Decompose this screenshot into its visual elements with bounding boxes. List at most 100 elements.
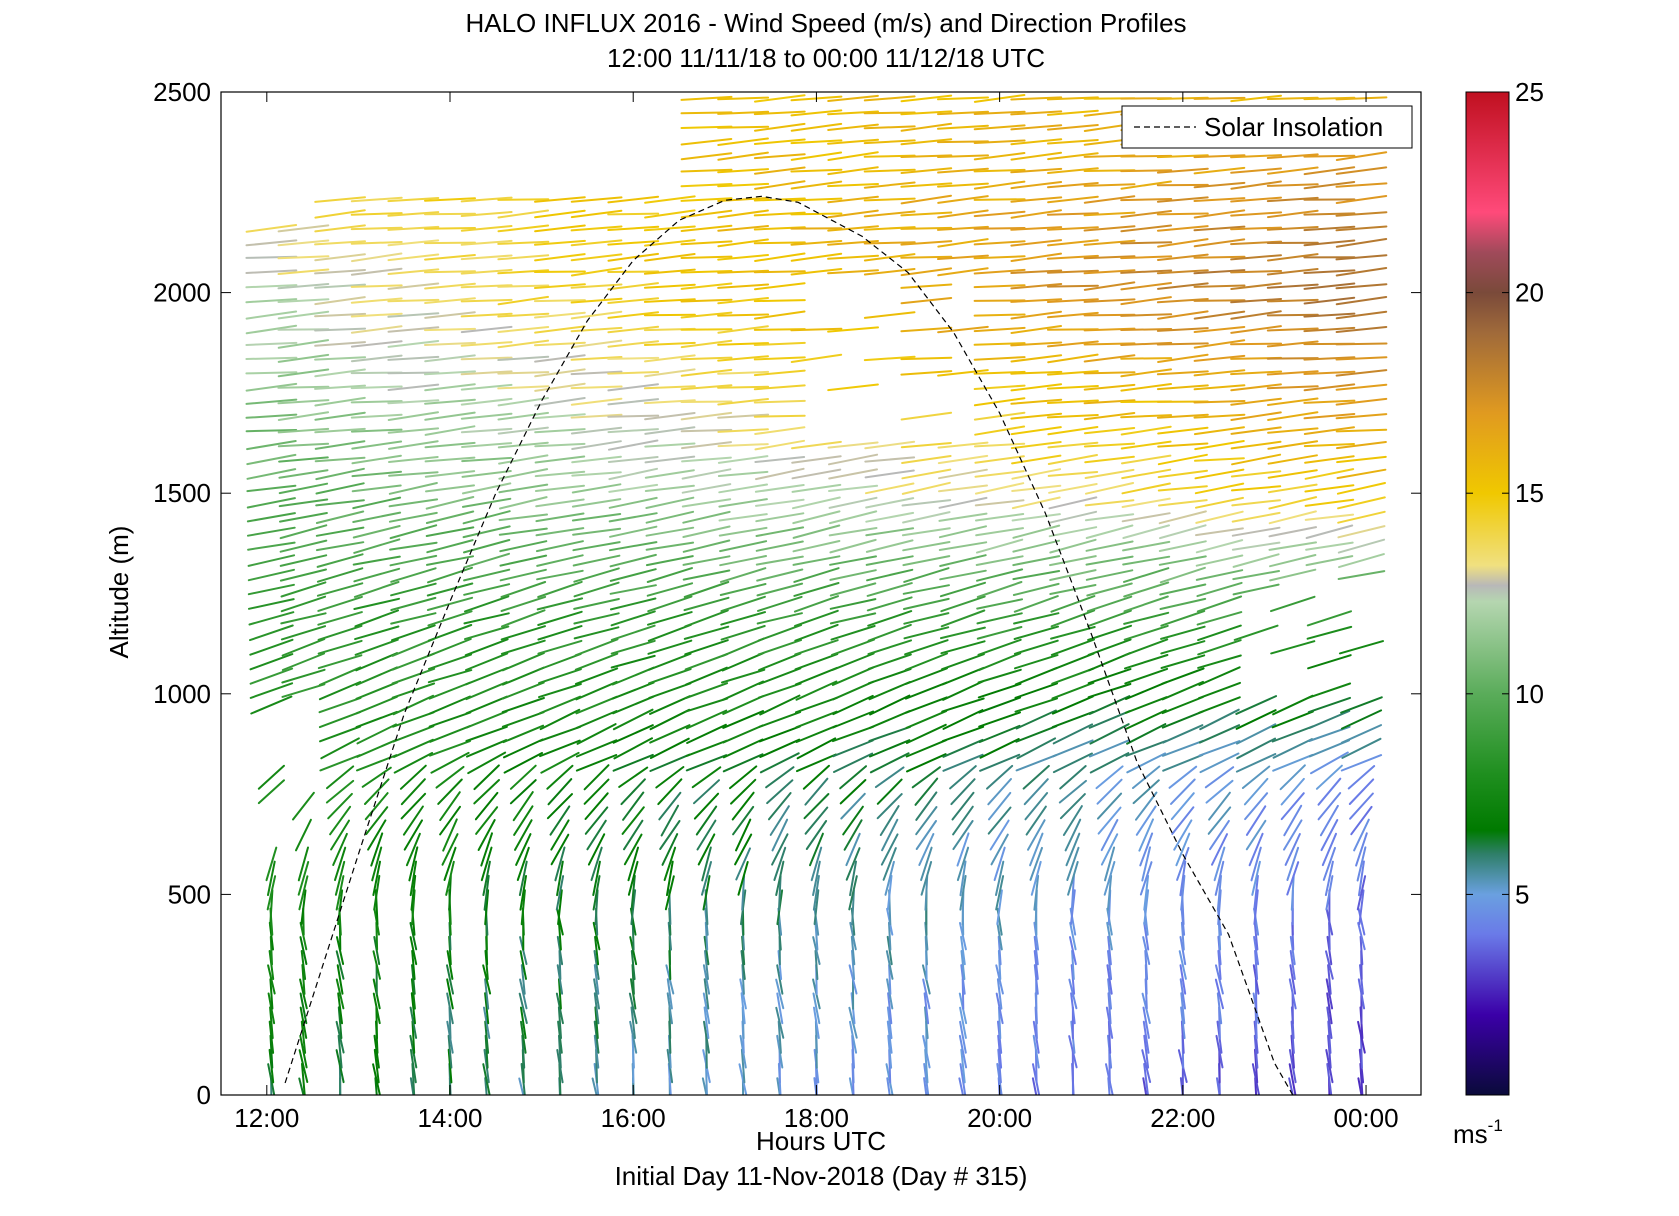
wind-vector — [1180, 1006, 1186, 1040]
wind-vector — [350, 413, 403, 419]
wind-vector — [1194, 457, 1245, 462]
wind-vector — [1158, 540, 1207, 552]
wind-vector — [937, 325, 989, 334]
wind-vector — [314, 440, 366, 450]
wind-vector — [795, 680, 838, 701]
wind-vector — [1052, 739, 1094, 758]
wind-vector — [355, 652, 399, 672]
wind-vector — [1159, 597, 1207, 610]
wind-vector — [1050, 595, 1096, 613]
wind-vector — [1088, 695, 1131, 715]
wind-vector — [607, 414, 660, 418]
wind-vector — [463, 612, 510, 625]
wind-vector — [696, 819, 717, 851]
wind-vector — [888, 921, 892, 951]
wind-vector — [1266, 370, 1319, 376]
wind-vector — [351, 440, 403, 450]
wind-vector — [1357, 922, 1366, 951]
wind-vector — [1123, 595, 1169, 613]
wind-vector — [1088, 652, 1132, 672]
wind-vector — [1279, 764, 1306, 791]
wind-vector — [1059, 765, 1087, 790]
wind-vector — [730, 778, 757, 805]
wind-vector — [644, 209, 696, 219]
wind-vector — [447, 1048, 453, 1084]
wind-vector — [387, 225, 440, 231]
wind-vector — [1230, 282, 1282, 290]
wind-vector — [1047, 454, 1098, 465]
wind-vector — [828, 468, 878, 480]
wind-vector — [693, 792, 720, 820]
wind-vector — [1267, 427, 1319, 434]
wind-vector — [865, 555, 914, 566]
wind-vector — [465, 681, 508, 701]
wind-vector — [1047, 109, 1099, 116]
wind-vector — [924, 1048, 929, 1084]
wind-vector — [277, 385, 330, 389]
wind-vector — [1015, 725, 1058, 743]
wind-vector — [1253, 921, 1259, 951]
wind-vector — [427, 653, 473, 670]
wind-vector — [1046, 284, 1099, 288]
wind-vector — [610, 624, 656, 641]
wind-vector — [773, 846, 787, 881]
wind-vector — [460, 356, 513, 361]
wind-vector — [1010, 167, 1063, 174]
wind-vector — [1215, 964, 1224, 995]
wind-vector — [1208, 791, 1231, 821]
wind-vector — [1023, 778, 1049, 806]
wind-vector — [1235, 709, 1277, 730]
wind-vector — [299, 1034, 308, 1069]
wind-vector — [645, 541, 695, 551]
wind-vector — [317, 611, 363, 626]
wind-vector — [1289, 964, 1297, 995]
wind-vector — [937, 110, 989, 116]
wind-vector — [575, 739, 618, 758]
wind-vector — [737, 861, 749, 896]
wind-vector — [1047, 182, 1099, 189]
wind-vector — [1231, 499, 1281, 507]
wind-vector — [411, 1062, 416, 1095]
wind-vector — [570, 283, 623, 289]
wind-vector — [1338, 640, 1384, 655]
wind-vector — [1010, 426, 1062, 436]
wind-vector — [247, 568, 295, 582]
wind-vector — [1214, 978, 1224, 1010]
wind-vector — [790, 151, 843, 161]
wind-vector — [534, 455, 586, 464]
wind-vector — [424, 441, 476, 449]
wind-vector — [903, 626, 950, 640]
wind-vector — [1217, 949, 1222, 981]
wind-vector — [905, 723, 947, 744]
wind-vector — [334, 846, 347, 882]
wind-vector — [1335, 283, 1388, 290]
wind-vector — [364, 792, 389, 821]
wind-vector — [1303, 426, 1355, 435]
wind-vector — [497, 312, 550, 318]
wind-vector — [279, 512, 328, 523]
wind-vector — [1248, 832, 1264, 867]
wind-vector — [1209, 819, 1230, 851]
wind-vector — [720, 567, 767, 583]
wind-vector — [410, 992, 416, 1025]
wind-vector — [428, 638, 472, 657]
wind-vector — [1235, 695, 1277, 715]
wind-vector — [924, 874, 929, 911]
wind-vector — [754, 252, 806, 262]
wind-vector — [497, 240, 550, 245]
wind-vector — [827, 326, 879, 333]
wind-vector — [759, 738, 801, 758]
wind-vector — [643, 298, 696, 303]
wind-vector — [1336, 455, 1387, 464]
x-tick-label: 20:00 — [967, 1103, 1032, 1133]
wind-vector — [863, 268, 916, 276]
wind-vector — [771, 833, 789, 866]
wind-vector — [719, 555, 767, 567]
wind-vector — [591, 1077, 598, 1095]
wind-vector — [537, 610, 583, 626]
wind-vector — [497, 269, 550, 275]
wind-vector — [547, 778, 573, 806]
wind-vector — [717, 297, 769, 305]
wind-vector — [792, 524, 841, 539]
x-axis-label-secondary: Initial Day 11-Nov-2018 (Day # 315) — [615, 1161, 1028, 1191]
